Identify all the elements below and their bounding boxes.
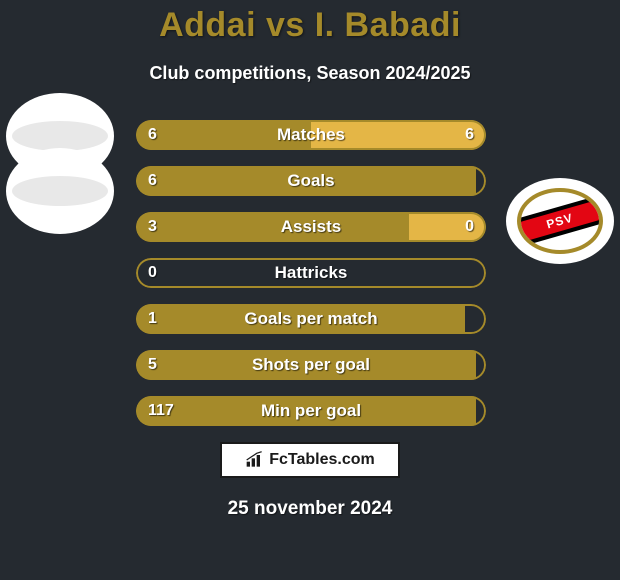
stat-value-right: 0 [465,212,474,242]
psv-logo-text: PSV [517,198,603,243]
stat-value-left: 117 [148,396,174,426]
stat-row: Shots per goal5 [136,350,486,380]
right-club-badge: PSV [506,178,614,264]
subtitle: Club competitions, Season 2024/2025 [0,63,620,84]
stat-label: Assists [136,212,486,242]
stat-value-left: 5 [148,350,157,380]
stat-row: Goals per match1 [136,304,486,334]
left-club-placeholder [6,148,114,234]
stat-value-right: 6 [465,120,474,150]
psv-logo: PSV [517,188,603,254]
stat-value-left: 6 [148,120,157,150]
stat-label: Shots per goal [136,350,486,380]
comparison-card: Addai vs I. Babadi Club competitions, Se… [0,0,620,580]
stat-label: Matches [136,120,486,150]
stat-label: Min per goal [136,396,486,426]
footer-date: 25 november 2024 [0,498,620,520]
placeholder-oval [12,121,108,151]
stat-value-left: 6 [148,166,157,196]
stat-row: Min per goal117 [136,396,486,426]
stat-label: Goals per match [136,304,486,334]
stat-value-left: 1 [148,304,157,334]
stat-label: Goals [136,166,486,196]
brand-text: FcTables.com [269,451,375,469]
stat-value-left: 0 [148,258,157,288]
page-title: Addai vs I. Babadi [0,0,620,45]
bars-icon [245,451,265,469]
stats-bars: Matches66Goals6Assists30Hattricks0Goals … [136,120,486,442]
stat-row: Goals6 [136,166,486,196]
stat-row: Hattricks0 [136,258,486,288]
brand-badge: FcTables.com [220,442,400,478]
stat-row: Matches6 6 [136,120,486,150]
placeholder-oval [12,176,108,206]
stat-label: Hattricks [136,258,486,288]
stat-row: Assists3 0 [136,212,486,242]
stat-value-left: 3 [148,212,157,242]
